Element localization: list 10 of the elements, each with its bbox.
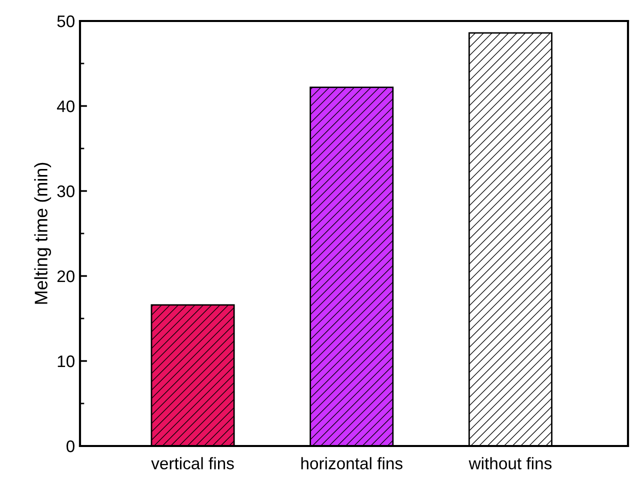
y-tick-label: 10	[58, 355, 74, 368]
x-tick-label: vertical fins	[151, 457, 234, 470]
x-tick-label: horizontal fins	[301, 457, 402, 470]
y-tick-label: 30	[57, 185, 74, 198]
y-tick-label: 40	[56, 100, 74, 112]
x-tick-label: without fins	[468, 457, 552, 470]
y-tick-label: 50	[57, 15, 74, 28]
y-axis-title: Melting time (min)	[34, 162, 52, 304]
y-tick-label: 20	[57, 270, 74, 282]
y-tick-label: 0	[66, 440, 74, 452]
